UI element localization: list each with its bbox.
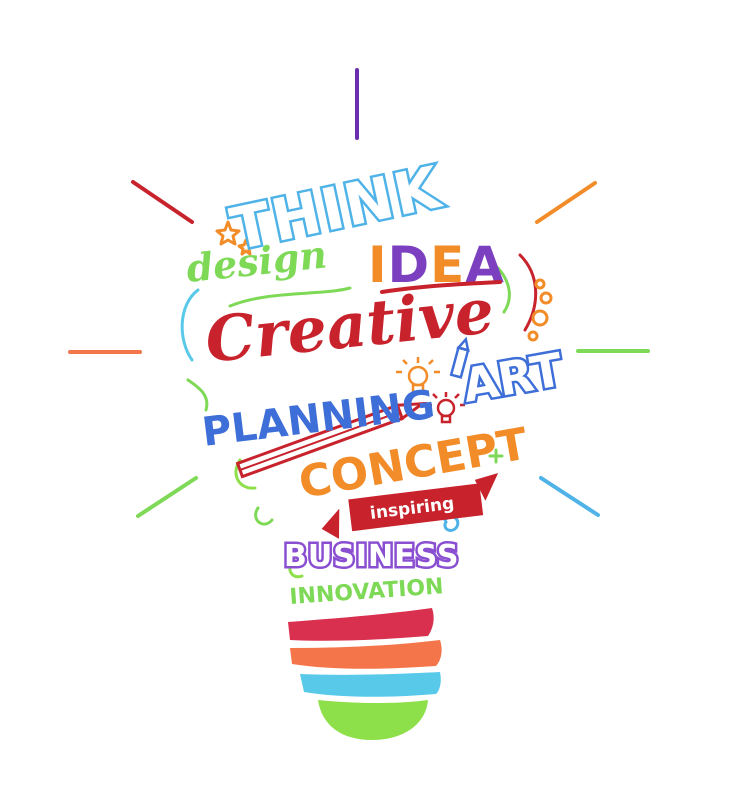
base-tip-green bbox=[318, 700, 428, 740]
design-swash bbox=[228, 286, 352, 308]
lightbulb-icon bbox=[396, 357, 440, 394]
word-design: design bbox=[184, 231, 329, 290]
bubble-icon bbox=[534, 278, 546, 290]
doodles bbox=[180, 220, 553, 579]
swirl-icon bbox=[288, 558, 304, 579]
idea-underline bbox=[380, 280, 502, 294]
word-idea-text: IDEA bbox=[0, 0, 3, 1]
inspiring-banner: inspiring bbox=[321, 472, 499, 539]
swirl-icon bbox=[496, 266, 511, 314]
bubble-icon bbox=[527, 330, 539, 342]
light-rays bbox=[68, 68, 650, 518]
word-creative: Creative bbox=[202, 274, 497, 377]
swirl-icon bbox=[518, 253, 538, 332]
bubble-icon bbox=[531, 309, 549, 327]
bubble-icon bbox=[539, 291, 553, 305]
ray-lower-right bbox=[539, 476, 600, 517]
lightbulb-icon bbox=[427, 392, 465, 424]
star-icon bbox=[237, 238, 255, 256]
idea-letter-i: I bbox=[368, 236, 388, 294]
word-art: ART bbox=[459, 342, 568, 413]
word-innovation: INNOVATION bbox=[289, 574, 445, 610]
swirl-icon bbox=[254, 506, 274, 526]
pencil-icon bbox=[235, 401, 428, 479]
idea-letter-d: D bbox=[388, 236, 431, 294]
swirl-icon bbox=[186, 378, 209, 412]
base-stripe-blue bbox=[300, 672, 441, 697]
base-stripe-red bbox=[288, 608, 434, 641]
base-stripe-orange bbox=[290, 640, 442, 669]
ray-upper-right bbox=[535, 181, 597, 224]
star-icon bbox=[215, 220, 241, 246]
sparkle-icon bbox=[488, 448, 504, 464]
pencil-icon bbox=[449, 336, 470, 379]
word-business: BUSINESS bbox=[284, 539, 459, 574]
ray-lower-left bbox=[136, 476, 198, 518]
swirl-icon bbox=[180, 288, 200, 362]
bulb-base bbox=[288, 608, 442, 740]
ray-upper-left bbox=[131, 180, 194, 224]
